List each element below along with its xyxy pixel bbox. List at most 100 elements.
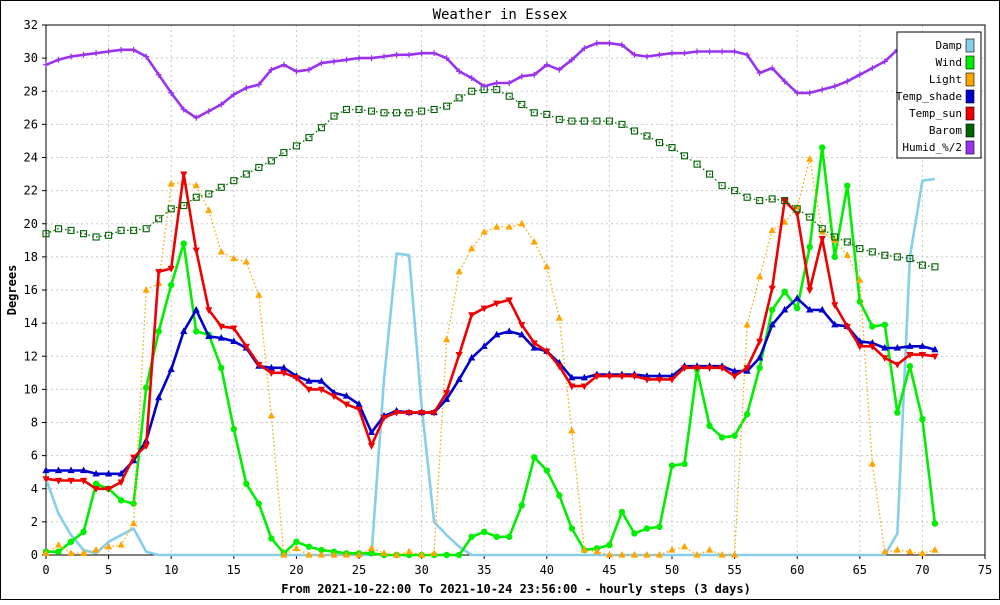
- data-point-humid-2: [130, 46, 137, 53]
- data-point-temp-sun: [54, 477, 63, 485]
- data-point-temp-shade: [117, 469, 125, 477]
- data-point-temp-sun: [430, 409, 438, 417]
- data-point-wind: [243, 480, 250, 487]
- data-point-temp-shade: [205, 332, 213, 339]
- data-point-temp-shade: [54, 466, 63, 474]
- data-point-light: [330, 551, 338, 558]
- data-point-light: [54, 541, 63, 548]
- data-point-temp-shade: [455, 375, 463, 383]
- data-point-temp-sun: [105, 486, 113, 493]
- data-point-wind: [268, 535, 275, 542]
- data-point-light: [92, 546, 100, 553]
- data-point-temp-shade: [105, 469, 113, 477]
- data-point-temp-sun: [405, 409, 413, 417]
- data-point-wind: [743, 411, 751, 418]
- data-point-humid-2: [343, 56, 350, 63]
- data-point-wind: [468, 533, 475, 540]
- data-point-light: [367, 544, 376, 551]
- data-point-temp-shade: [493, 330, 501, 338]
- legend-swatch-temp-shade: [965, 89, 975, 104]
- data-point-temp-sun: [781, 197, 789, 205]
- data-point-wind: [831, 253, 838, 261]
- data-point-light: [856, 276, 864, 283]
- data-point-wind: [305, 543, 313, 550]
- data-point-light: [718, 551, 726, 558]
- data-point-wind: [668, 462, 676, 469]
- y-tick-label: 26: [24, 117, 38, 131]
- data-point-temp-sun: [868, 343, 876, 351]
- data-point-humid-2: [381, 53, 388, 60]
- data-point-temp-shade: [568, 373, 576, 381]
- data-point-barom: [918, 261, 926, 269]
- data-point-temp-sun: [92, 486, 100, 493]
- data-point-temp-shade: [881, 343, 889, 351]
- data-point-light: [555, 314, 563, 321]
- data-point-light: [405, 547, 413, 555]
- data-point-temp-sun: [543, 348, 551, 356]
- data-point-barom: [668, 144, 676, 152]
- data-point-temp-shade: [518, 330, 526, 338]
- data-point-humid-2: [305, 66, 312, 73]
- data-point-light: [380, 549, 388, 556]
- data-point-humid-2: [694, 48, 701, 55]
- data-point-barom: [893, 253, 901, 261]
- series-line-humid-2: [45, 33, 935, 120]
- data-point-temp-sun: [493, 300, 501, 308]
- data-point-temp-sun: [242, 343, 250, 351]
- data-point-temp-sun: [217, 323, 225, 331]
- data-point-wind: [718, 434, 726, 441]
- data-point-barom: [630, 127, 638, 135]
- y-tick-label: 8: [31, 416, 38, 430]
- data-point-humid-2: [781, 78, 788, 85]
- data-point-barom: [831, 233, 839, 241]
- data-point-barom: [518, 100, 526, 109]
- data-point-temp-shade: [180, 327, 188, 335]
- data-point-humid-2: [55, 56, 62, 63]
- data-point-temp-shade: [367, 428, 376, 436]
- y-tick-label: 30: [24, 51, 38, 65]
- data-point-temp-sun: [831, 302, 839, 309]
- data-point-temp-sun: [267, 370, 275, 377]
- data-point-temp-shade: [230, 337, 238, 344]
- data-point-temp-shade: [806, 305, 814, 313]
- data-point-wind: [906, 362, 914, 370]
- data-point-temp-sun: [530, 340, 538, 347]
- data-point-light: [217, 247, 225, 255]
- data-point-wind: [618, 508, 626, 516]
- data-point-light: [192, 181, 200, 189]
- data-point-wind: [130, 500, 137, 507]
- x-tick-label: 0: [42, 563, 49, 577]
- data-point-temp-sun: [367, 443, 376, 450]
- data-point-temp-sun: [505, 297, 513, 304]
- data-point-humid-2: [418, 50, 425, 57]
- data-point-barom: [192, 193, 200, 201]
- legend-label-temp-sun: Temp_sun: [909, 107, 962, 120]
- data-point-light: [605, 551, 613, 558]
- data-point-wind: [67, 538, 75, 545]
- data-point-light: [130, 519, 138, 527]
- data-point-wind: [443, 551, 450, 559]
- data-point-barom: [568, 117, 576, 125]
- data-point-temp-sun: [856, 343, 864, 351]
- data-point-humid-2: [193, 114, 200, 121]
- data-point-light: [255, 290, 263, 298]
- data-point-humid-2: [881, 58, 888, 65]
- data-point-humid-2: [255, 81, 262, 88]
- data-point-temp-sun: [317, 386, 326, 394]
- data-point-temp-sun: [643, 376, 651, 384]
- data-point-wind: [631, 530, 638, 537]
- legend-swatch-damp: [965, 38, 975, 53]
- data-point-barom: [655, 139, 664, 147]
- series-temp-sun: [42, 171, 939, 493]
- data-point-barom: [856, 245, 864, 253]
- series-damp: [44, 177, 936, 557]
- data-point-barom: [906, 254, 914, 263]
- data-point-temp-shade: [480, 342, 488, 349]
- data-point-temp-sun: [630, 373, 639, 381]
- data-point-humid-2: [568, 56, 575, 63]
- data-point-humid-2: [744, 51, 751, 58]
- y-tick-label: 18: [24, 250, 38, 264]
- data-point-temp-shade: [756, 353, 764, 361]
- data-point-light: [806, 155, 814, 162]
- data-point-temp-shade: [92, 469, 100, 477]
